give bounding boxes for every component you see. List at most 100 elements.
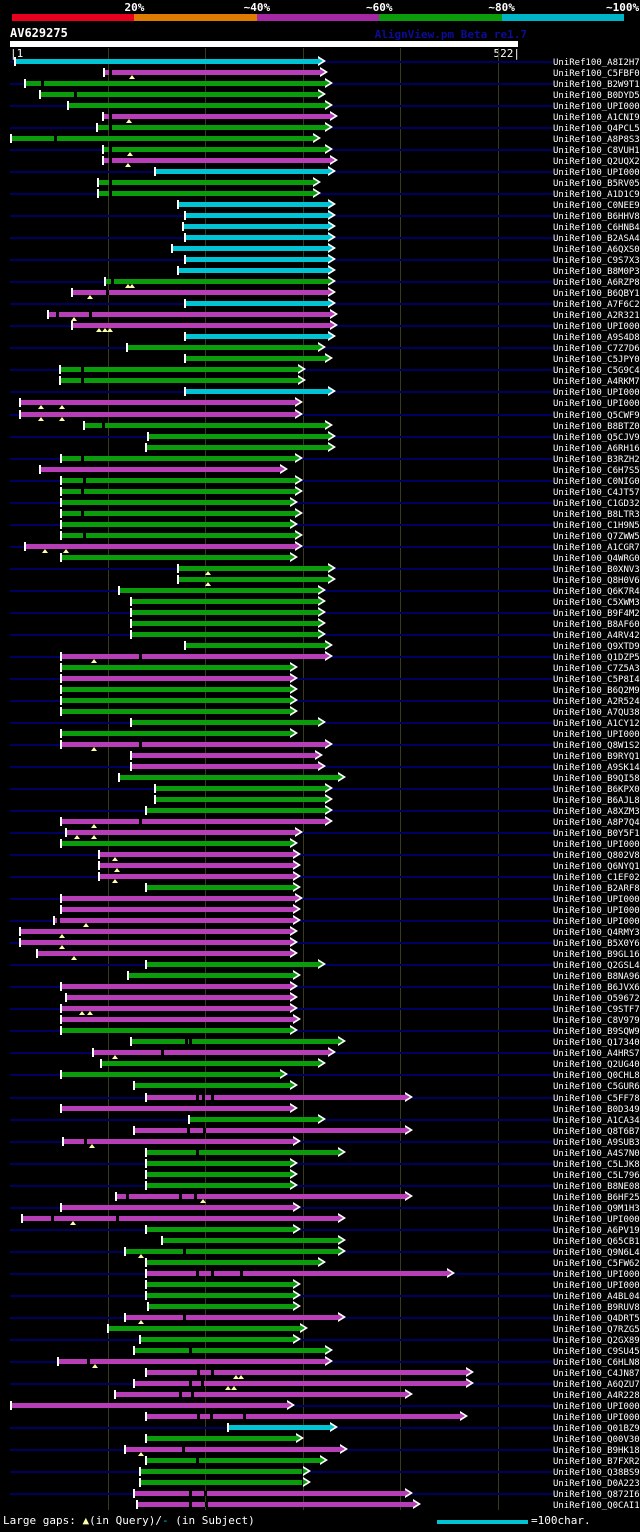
hit-label[interactable]: UniRef100_UPI000..	[553, 917, 640, 928]
hit-label[interactable]: UniRef100_A2R524	[553, 696, 640, 707]
hit-bar[interactable]	[130, 753, 316, 758]
hit-label[interactable]: UniRef100_C4JT57	[553, 487, 640, 498]
hit-bar[interactable]	[116, 1193, 405, 1199]
hit-bar[interactable]	[125, 1447, 340, 1453]
hit-bar[interactable]	[184, 642, 325, 648]
hit-label[interactable]: UniRef100_B6HHV8	[553, 212, 640, 223]
hit-bar[interactable]	[60, 488, 295, 494]
hit-label[interactable]: UniRef100_Q6NYQ1	[553, 862, 640, 873]
hit-label[interactable]: UniRef100_UPI000..	[553, 388, 640, 399]
hit-label[interactable]: UniRef100_C5P8I4	[553, 674, 640, 685]
hit-label[interactable]: UniRef100_Q2GX89	[553, 1335, 640, 1346]
hit-bar[interactable]	[139, 1336, 293, 1342]
hit-label[interactable]: UniRef100_C5FW62	[553, 1258, 640, 1269]
hit-bar[interactable]	[155, 797, 325, 803]
hit-label[interactable]: UniRef100_Q0CHL8	[553, 1071, 640, 1082]
hit-bar[interactable]	[72, 290, 328, 296]
hit-label[interactable]: UniRef100_B9RUV8	[553, 1302, 640, 1313]
hit-label[interactable]: UniRef100_A7F6C2	[553, 300, 640, 311]
hit-label[interactable]: UniRef100_Q4PCL5	[553, 124, 640, 135]
hit-label[interactable]: UniRef100_Q7RZG5	[553, 1324, 640, 1335]
hit-label[interactable]: UniRef100_C6H7S5	[553, 465, 640, 476]
hit-label[interactable]: UniRef100_C0NIG0	[553, 476, 640, 487]
hit-label[interactable]: UniRef100_Q00V30	[553, 1435, 640, 1445]
hit-bar[interactable]	[148, 1303, 293, 1309]
hit-label[interactable]: UniRef100_B8NE08	[553, 1181, 640, 1192]
hit-label[interactable]: UniRef100_A9SK14	[553, 763, 640, 774]
hit-label[interactable]: UniRef100_A8P8S3	[553, 135, 640, 146]
hit-bar[interactable]	[24, 543, 295, 549]
hit-label[interactable]: UniRef100_B2ARF8	[553, 884, 640, 895]
hit-label[interactable]: UniRef100_B0XNV3	[553, 564, 640, 575]
hit-bar[interactable]	[177, 202, 328, 208]
hit-label[interactable]: UniRef100_A8P7Q4	[553, 818, 640, 829]
hit-label[interactable]: UniRef100_A6RZP8	[553, 278, 640, 289]
hit-bar[interactable]	[130, 631, 319, 637]
hit-bar[interactable]	[127, 973, 293, 979]
hit-label[interactable]: UniRef100_Q0CAI1	[553, 1501, 640, 1512]
hit-bar[interactable]	[189, 1116, 319, 1122]
hit-bar[interactable]	[98, 863, 293, 869]
hit-bar[interactable]	[139, 1480, 303, 1486]
hit-bar[interactable]	[145, 962, 319, 968]
hit-bar[interactable]	[97, 180, 314, 186]
hit-bar[interactable]	[177, 268, 328, 274]
hit-bar[interactable]	[184, 213, 328, 219]
hit-bar[interactable]	[60, 984, 290, 990]
hit-label[interactable]: UniRef100_C7Z5A3	[553, 663, 640, 674]
hit-bar[interactable]	[184, 235, 328, 241]
hit-bar[interactable]	[130, 620, 319, 626]
hit-bar[interactable]	[60, 521, 290, 527]
hit-label[interactable]: UniRef100_UPI000..	[553, 1269, 640, 1280]
hit-label[interactable]: UniRef100_Q4RMY3	[553, 928, 640, 939]
hit-label[interactable]: UniRef100_A4RKM7	[553, 377, 640, 388]
hit-label[interactable]: UniRef100_C5G9C4	[553, 366, 640, 377]
hit-bar[interactable]	[184, 389, 328, 395]
hit-bar[interactable]	[177, 576, 328, 582]
hit-bar[interactable]	[145, 1281, 293, 1287]
hit-bar[interactable]	[60, 1006, 290, 1012]
hit-label[interactable]: UniRef100_C5JPY0	[553, 355, 640, 366]
hit-label[interactable]: UniRef100_B6KPX0	[553, 785, 640, 796]
hit-label[interactable]: UniRef100_A1CA34	[553, 1115, 640, 1126]
hit-label[interactable]: UniRef100_C5XWM3	[553, 597, 640, 608]
hit-bar[interactable]	[155, 169, 328, 175]
hit-label[interactable]: UniRef100_Q65CB1	[553, 1236, 640, 1247]
hit-label[interactable]: UniRef100_A1D1C9	[553, 190, 640, 201]
hit-bar[interactable]	[59, 367, 298, 373]
hit-label[interactable]: UniRef100_UPI000..	[553, 729, 640, 740]
hit-bar[interactable]	[127, 345, 319, 351]
hit-label[interactable]: UniRef100_A7QU38	[553, 707, 640, 718]
hit-bar[interactable]	[119, 587, 319, 593]
hit-label[interactable]: UniRef100_Q2GSL4	[553, 961, 640, 972]
hit-bar[interactable]	[40, 92, 319, 98]
hit-bar[interactable]	[60, 477, 295, 483]
hit-label[interactable]: UniRef100_Q872I6	[553, 1490, 640, 1501]
hit-label[interactable]: UniRef100_A1CGR7	[553, 542, 640, 553]
hit-bar[interactable]	[65, 830, 295, 836]
hit-label[interactable]: UniRef100_O59672	[553, 994, 640, 1005]
hit-label[interactable]: UniRef100_UPI000..	[553, 322, 640, 333]
hit-label[interactable]: UniRef100_B9F4M2	[553, 608, 640, 619]
hit-bar[interactable]	[145, 1182, 290, 1188]
hit-label[interactable]: UniRef100_Q2UQX2	[553, 157, 640, 168]
hit-bar[interactable]	[60, 686, 290, 692]
hit-label[interactable]: UniRef100_B2W9T1	[553, 80, 640, 91]
hit-bar[interactable]	[60, 1028, 290, 1034]
hit-label[interactable]: UniRef100_B9GL16	[553, 950, 640, 961]
hit-bar[interactable]	[53, 918, 293, 924]
hit-label[interactable]: UniRef100_A4R228	[553, 1390, 640, 1401]
hit-label[interactable]: UniRef100_Q4WRG0	[553, 553, 640, 564]
hit-label[interactable]: UniRef100_Q9M1H3	[553, 1203, 640, 1214]
hit-label[interactable]: UniRef100_B2ASA4	[553, 234, 640, 245]
hit-label[interactable]: UniRef100_Q7ZWW5	[553, 531, 640, 542]
hit-label[interactable]: UniRef100_A9SUB3	[553, 1137, 640, 1148]
hit-bar[interactable]	[171, 246, 328, 252]
hit-bar[interactable]	[19, 940, 290, 946]
hit-bar[interactable]	[104, 279, 328, 285]
hit-bar[interactable]	[65, 995, 290, 1001]
hit-bar[interactable]	[130, 598, 319, 604]
hit-label[interactable]: UniRef100_Q17340	[553, 1038, 640, 1049]
hit-label[interactable]: UniRef100_B5X0Y6	[553, 939, 640, 950]
hit-label[interactable]: UniRef100_Q1DZP5	[553, 652, 640, 663]
